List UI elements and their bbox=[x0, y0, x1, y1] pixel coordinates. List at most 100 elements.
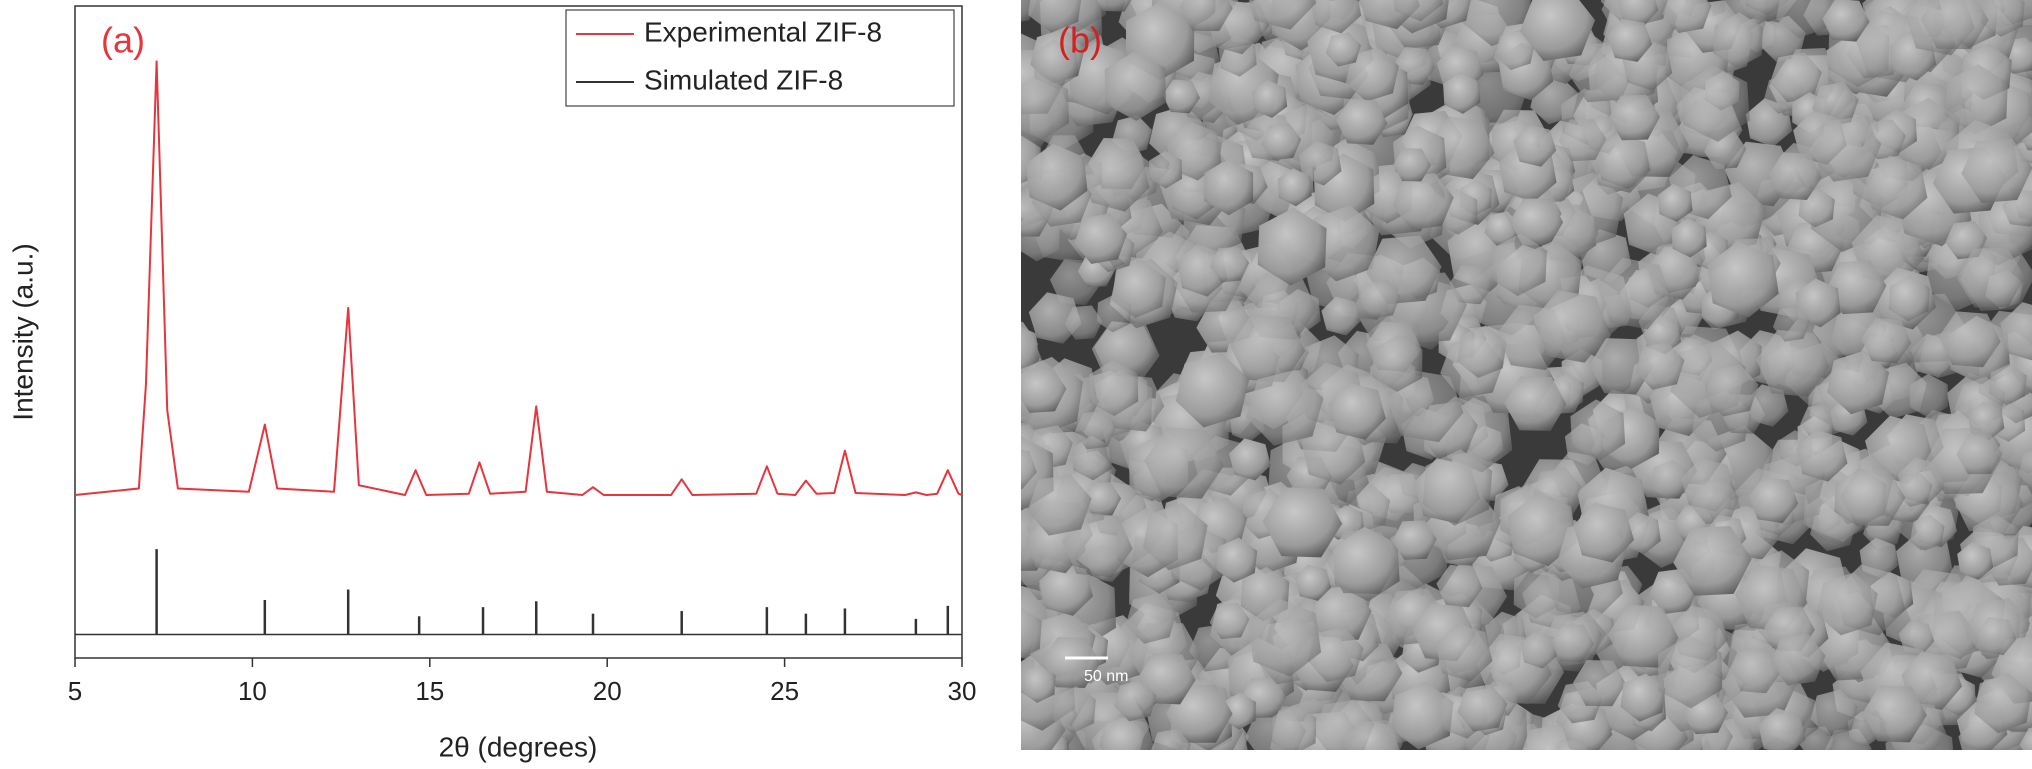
particle bbox=[1294, 564, 1332, 601]
particle bbox=[1277, 168, 1312, 207]
particle bbox=[1961, 138, 2032, 203]
particle bbox=[1662, 0, 1712, 33]
particle bbox=[1021, 449, 1037, 490]
particle bbox=[1025, 143, 1088, 211]
particle bbox=[1507, 493, 1577, 567]
particle bbox=[1307, 627, 1364, 683]
particle bbox=[1898, 620, 1935, 655]
particle bbox=[1112, 260, 1166, 318]
particle bbox=[1596, 132, 1651, 190]
particle bbox=[1756, 329, 1830, 397]
particle bbox=[1443, 72, 1481, 114]
particle bbox=[1345, 47, 1399, 102]
particle bbox=[1321, 296, 1361, 336]
particle bbox=[1533, 290, 1610, 363]
particle bbox=[1758, 708, 1806, 750]
particle bbox=[1607, 604, 1679, 668]
chart: (a) 2θ (degrees) Intensity (a.u.) 5 10 15 2… bbox=[7, 5, 976, 762]
x-tick-label: 5 bbox=[68, 676, 82, 706]
particle bbox=[1621, 512, 1661, 555]
particle bbox=[1310, 0, 1362, 34]
particle bbox=[1643, 314, 1681, 355]
particle bbox=[1436, 564, 1483, 608]
particle bbox=[1617, 0, 1659, 26]
particle bbox=[1151, 728, 1191, 750]
x-tick-label: 15 bbox=[415, 676, 444, 706]
particle bbox=[1027, 473, 1092, 536]
particle bbox=[1257, 207, 1327, 286]
particle bbox=[1039, 561, 1093, 616]
particle bbox=[1800, 404, 1838, 439]
particle bbox=[1021, 327, 1040, 375]
particle bbox=[1770, 52, 1822, 103]
particle bbox=[1550, 624, 1594, 663]
particle bbox=[1328, 382, 1386, 440]
particle bbox=[1504, 376, 1567, 431]
particle bbox=[1391, 681, 1454, 750]
particle bbox=[1179, 0, 1233, 32]
y-axis-label: Intensity (a.u.) bbox=[7, 243, 38, 420]
particle bbox=[1028, 0, 1082, 33]
particle bbox=[1347, 720, 1403, 750]
particle bbox=[1125, 593, 1177, 644]
particle bbox=[1519, 0, 1596, 61]
particle bbox=[1096, 0, 1132, 12]
particle bbox=[1372, 335, 1423, 392]
particle bbox=[1435, 623, 1493, 682]
particle bbox=[1822, 0, 1870, 42]
particle bbox=[1387, 370, 1464, 443]
particle bbox=[1704, 131, 1747, 170]
x-tick-label: 10 bbox=[238, 676, 267, 706]
particle bbox=[1495, 29, 1535, 70]
particle bbox=[1144, 427, 1224, 499]
particle bbox=[1635, 341, 1685, 390]
particle bbox=[1975, 616, 2017, 656]
x-tick-label: 25 bbox=[770, 676, 799, 706]
particle bbox=[1810, 689, 1858, 737]
particle bbox=[1862, 685, 1927, 743]
particle bbox=[1262, 487, 1343, 558]
particle bbox=[1336, 98, 1388, 145]
particle bbox=[1021, 73, 1070, 141]
particle bbox=[1795, 278, 1841, 328]
particle bbox=[1826, 260, 1887, 315]
particle bbox=[1768, 152, 1822, 200]
particle bbox=[1074, 213, 1128, 264]
particle bbox=[1089, 360, 1139, 417]
particle bbox=[1816, 572, 1878, 636]
particle bbox=[1392, 520, 1437, 560]
particle bbox=[1032, 39, 1079, 90]
particle bbox=[1589, 338, 1653, 395]
particle bbox=[1100, 716, 1156, 750]
particle bbox=[1114, 679, 1157, 722]
x-tick-label: 20 bbox=[593, 676, 622, 706]
particle bbox=[1811, 116, 1882, 182]
particle bbox=[1021, 664, 1056, 703]
particle bbox=[1491, 233, 1547, 297]
particle bbox=[1570, 399, 1626, 461]
particle bbox=[1713, 12, 1763, 69]
particle bbox=[1865, 155, 1928, 220]
particle bbox=[1770, 633, 1826, 686]
sem-image: 50 nm (b) bbox=[1021, 0, 2032, 750]
particle bbox=[1573, 660, 1626, 707]
particle bbox=[1298, 140, 1342, 186]
particle bbox=[1175, 352, 1250, 428]
particle bbox=[1309, 585, 1372, 643]
particle bbox=[1920, 0, 1989, 50]
particle bbox=[1730, 647, 1781, 694]
particle bbox=[1261, 123, 1302, 161]
particle bbox=[1681, 65, 1750, 142]
particle bbox=[1520, 630, 1557, 669]
particle bbox=[1650, 459, 1689, 500]
particle bbox=[1359, 280, 1401, 319]
x-axis-label: 2θ (degrees) bbox=[439, 731, 598, 762]
particle bbox=[1597, 257, 1673, 330]
particle bbox=[1457, 684, 1508, 732]
particle bbox=[1393, 0, 1443, 22]
particle bbox=[1826, 350, 1890, 415]
particle bbox=[1704, 364, 1759, 417]
particle bbox=[1657, 635, 1723, 709]
particle bbox=[1082, 144, 1150, 212]
legend-label: Simulated ZIF-8 bbox=[644, 64, 843, 95]
